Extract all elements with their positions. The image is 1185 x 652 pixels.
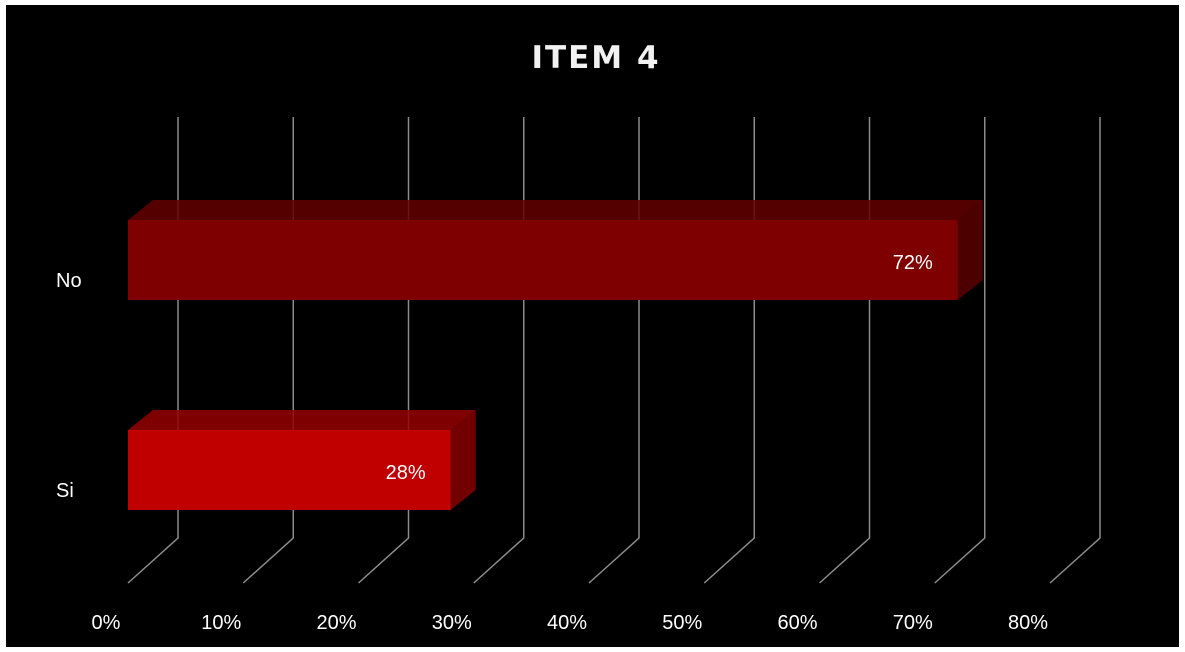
bar-side-face: [957, 200, 983, 300]
chart-title: ITEM 4: [531, 40, 660, 76]
x-tick-label: 30%: [432, 612, 472, 634]
gridline: [703, 117, 755, 584]
gridline: [473, 117, 525, 584]
gridline: [127, 117, 179, 584]
gridline: [357, 117, 410, 584]
x-tick-label: 80%: [1008, 612, 1048, 634]
bar: [128, 430, 451, 510]
x-tick-label: 60%: [777, 612, 817, 634]
category-label: No: [56, 270, 82, 292]
x-tick-label: 0%: [92, 612, 121, 634]
gridlines: [127, 117, 1101, 584]
bar-side-face: [450, 410, 476, 510]
gridline: [242, 117, 294, 584]
data-label: 28%: [386, 462, 426, 484]
bar-top-face: [128, 410, 476, 430]
bar-top-face: [128, 200, 983, 220]
gridline: [588, 117, 640, 584]
bar-chart: ITEM 4 0% 10% 20% 30% 40% 50% 60% 70% 80% 72% No 28…: [56, 40, 1101, 634]
gridline: [818, 117, 871, 584]
bar: [128, 220, 958, 300]
labels: 0% 10% 20% 30% 40% 50% 60% 70% 80% 72% No 28% Si: [56, 252, 1048, 634]
x-tick-label: 50%: [662, 612, 702, 634]
data-label: 72%: [893, 252, 933, 274]
x-tick-label: 10%: [201, 612, 241, 634]
x-tick-label: 70%: [893, 612, 933, 634]
x-tick-label: 20%: [316, 612, 356, 634]
bars: [128, 200, 983, 510]
gridline: [934, 117, 986, 584]
chart-frame: ITEM 4 0% 10% 20% 30% 40% 50% 60% 70% 80% 72% No 28…: [6, 5, 1179, 647]
gridline: [1049, 117, 1101, 584]
x-tick-label: 40%: [547, 612, 587, 634]
category-label: Si: [56, 480, 74, 502]
